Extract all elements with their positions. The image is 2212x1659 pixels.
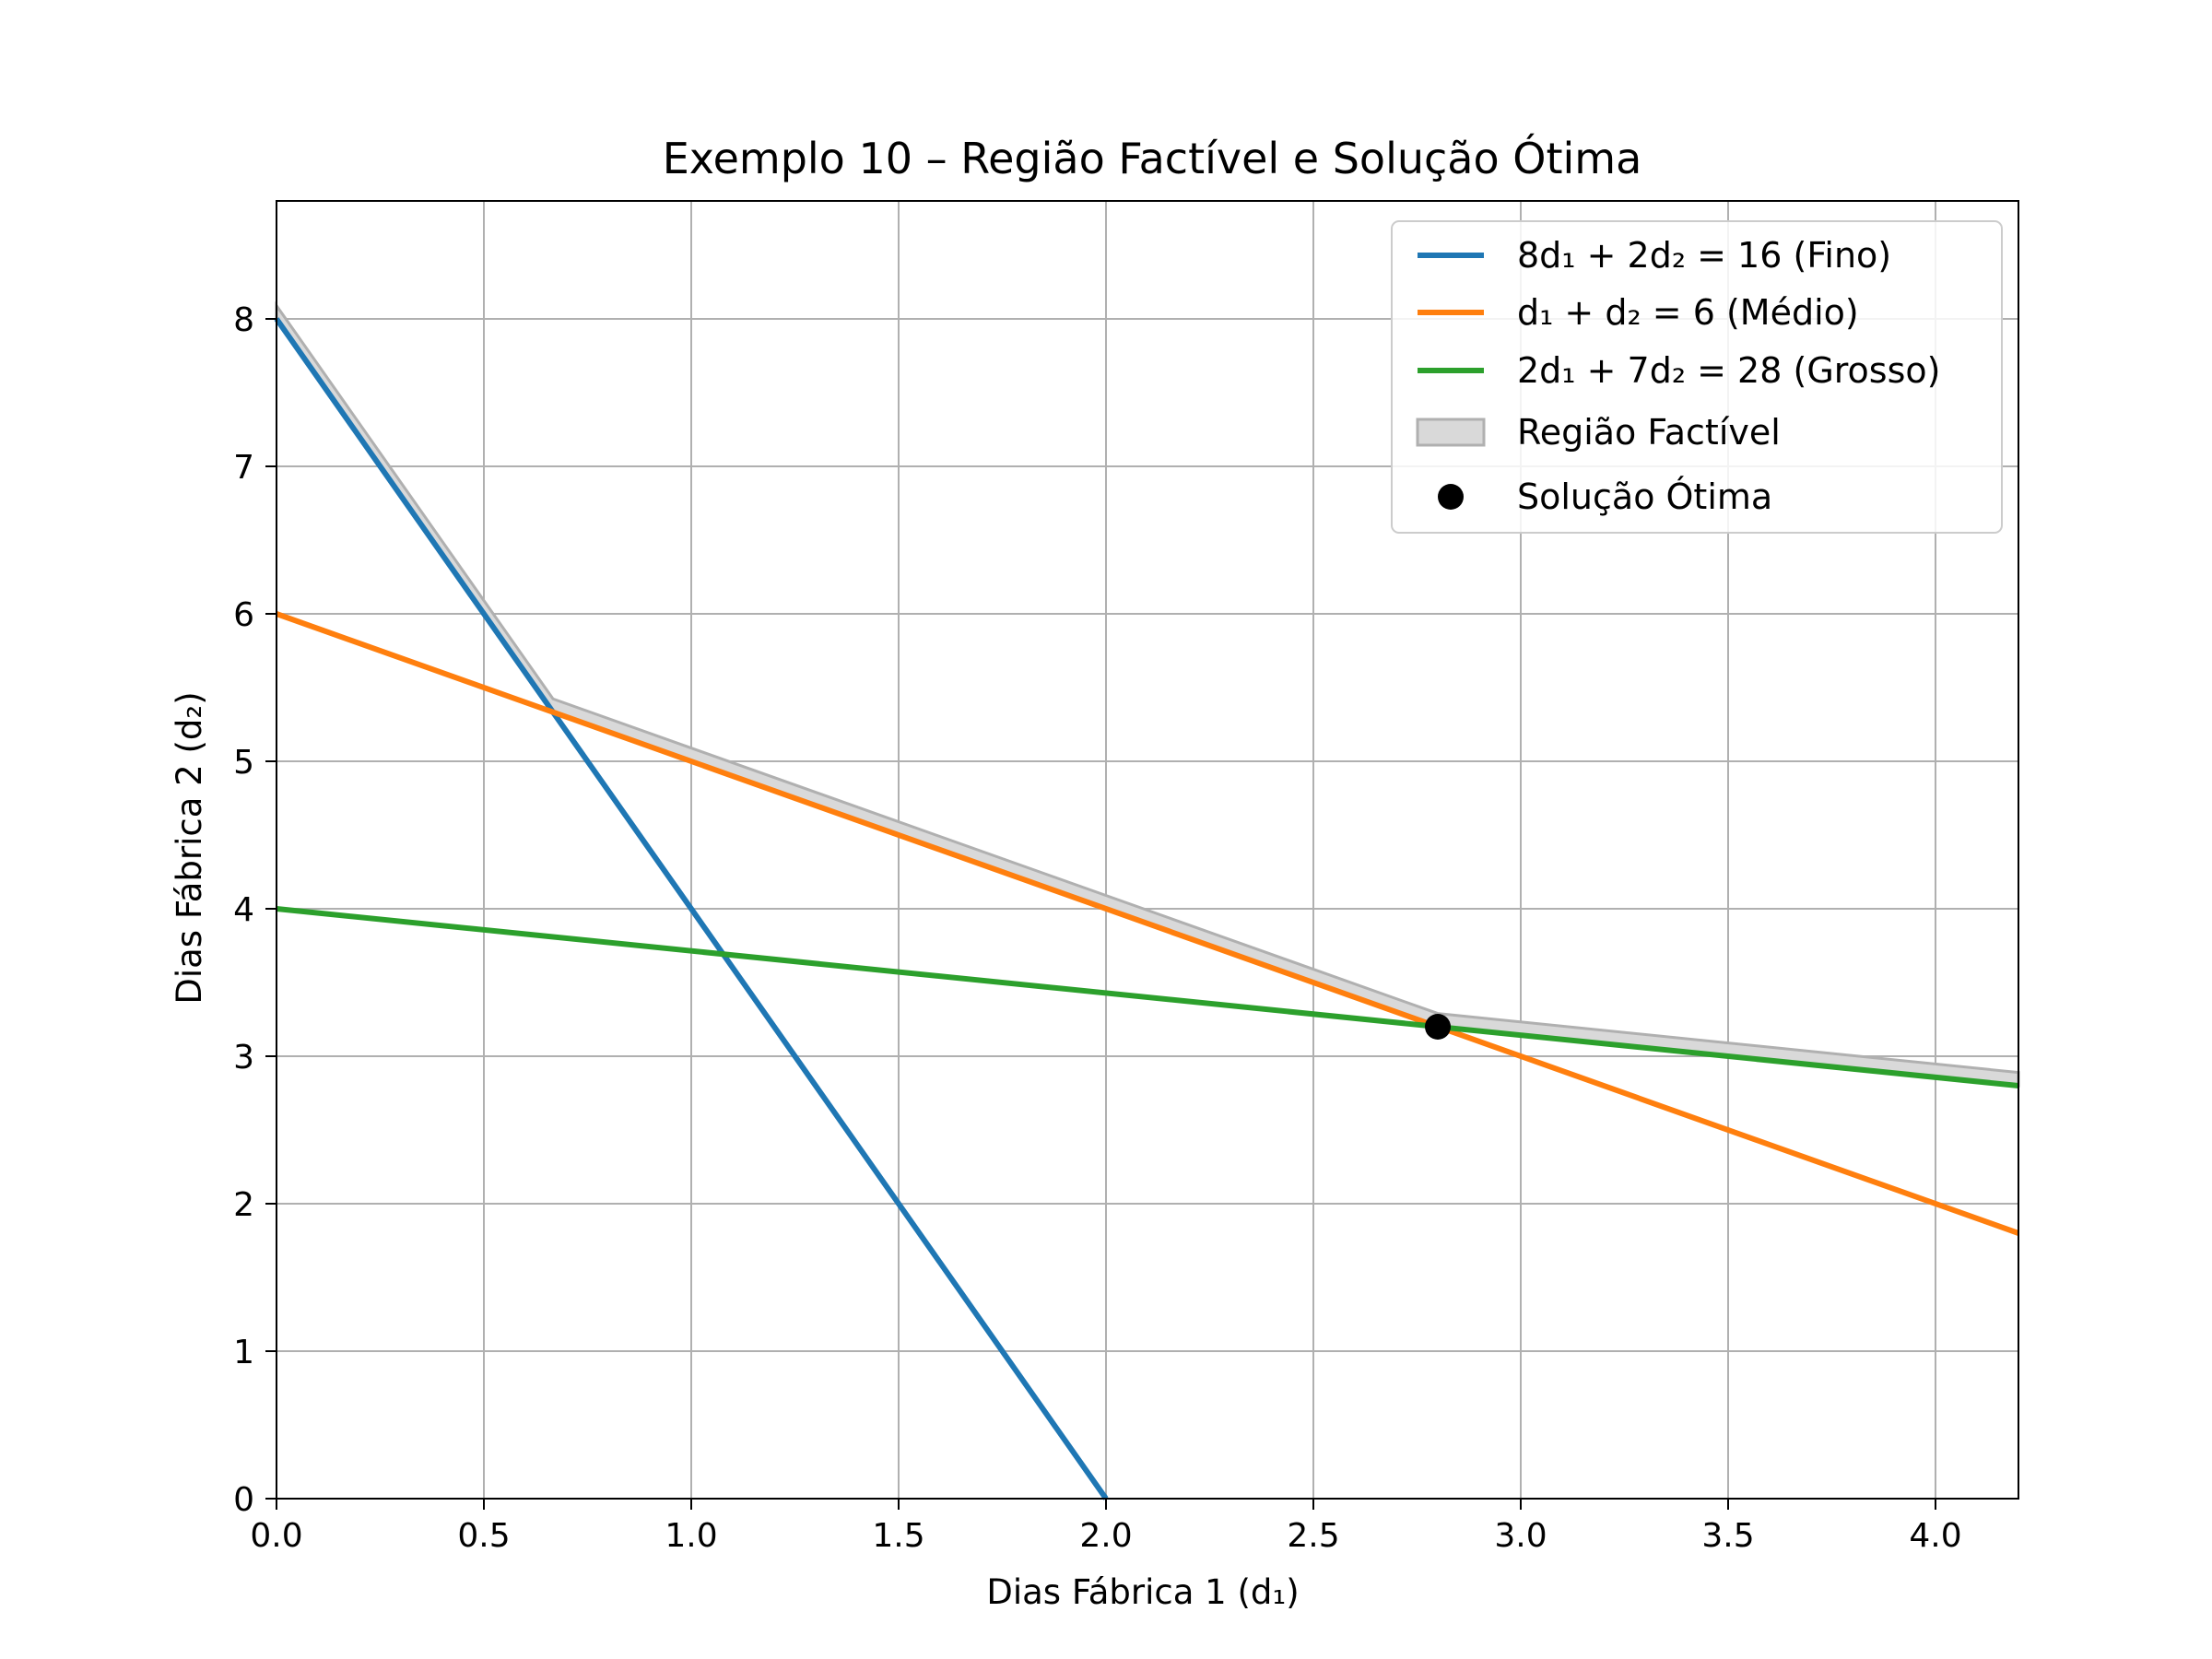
series-layer bbox=[274, 317, 2020, 1500]
legend-handle-optimal bbox=[1438, 484, 1464, 510]
y-axis: 0 1 2 3 4 5 6 7 8 bbox=[233, 301, 276, 1519]
series-line-1 bbox=[275, 611, 2020, 1236]
y-tick-label: 2 bbox=[233, 1186, 254, 1224]
x-tick-label: 1.0 bbox=[665, 1517, 717, 1555]
legend-label-0: 8d₁ + 2d₂ = 16 (Fino) bbox=[1517, 235, 1891, 276]
series-line-0 bbox=[274, 317, 1109, 1500]
y-tick-label: 1 bbox=[233, 1334, 254, 1371]
series-line-2 bbox=[276, 906, 2019, 1088]
optimal-point bbox=[1425, 1014, 1451, 1040]
x-tick-label: 4.0 bbox=[1909, 1517, 1961, 1555]
y-tick-label: 4 bbox=[233, 891, 254, 929]
x-tick-label: 0.0 bbox=[250, 1517, 302, 1555]
y-tick-label: 8 bbox=[233, 301, 254, 339]
legend-label-1: d₁ + d₂ = 6 (Médio) bbox=[1517, 292, 1859, 333]
y-tick-label: 5 bbox=[233, 744, 254, 782]
x-axis-label: Dias Fábrica 1 (d₁) bbox=[986, 1572, 1299, 1612]
legend-handle-region bbox=[1416, 418, 1486, 447]
points-layer bbox=[1425, 1014, 1451, 1040]
legend-label-2: 2d₁ + 7d₂ = 28 (Grosso) bbox=[1517, 350, 1940, 391]
legend-box bbox=[1391, 220, 2003, 534]
x-tick-label: 3.0 bbox=[1494, 1517, 1547, 1555]
y-axis-label: Dias Fábrica 2 (d₂) bbox=[170, 691, 209, 1004]
legend-label-optimal: Solução Ótima bbox=[1517, 477, 1772, 517]
y-tick-label: 6 bbox=[233, 596, 254, 634]
x-tick-label: 3.5 bbox=[1701, 1517, 1754, 1555]
legend-label-region: Região Factível bbox=[1517, 412, 1781, 453]
plot-frame bbox=[276, 200, 2019, 1500]
y-tick-label: 0 bbox=[233, 1481, 254, 1519]
x-tick-label: 1.5 bbox=[872, 1517, 924, 1555]
x-tick-label: 2.0 bbox=[1079, 1517, 1132, 1555]
y-tick-label: 7 bbox=[233, 449, 254, 487]
legend: 8d₁ + 2d₂ = 16 (Fino) d₁ + d₂ = 6 (Médio)… bbox=[1391, 220, 2003, 534]
x-tick-label: 2.5 bbox=[1287, 1517, 1339, 1555]
x-tick-label: 0.5 bbox=[457, 1517, 510, 1555]
chart-title: Exemplo 10 – Região Factível e Solução Ó… bbox=[663, 134, 1642, 183]
x-axis: 0.0 0.5 1.0 1.5 2.0 2.5 3.0 3.5 4.0 bbox=[250, 1499, 1962, 1555]
y-tick-label: 3 bbox=[233, 1039, 254, 1077]
